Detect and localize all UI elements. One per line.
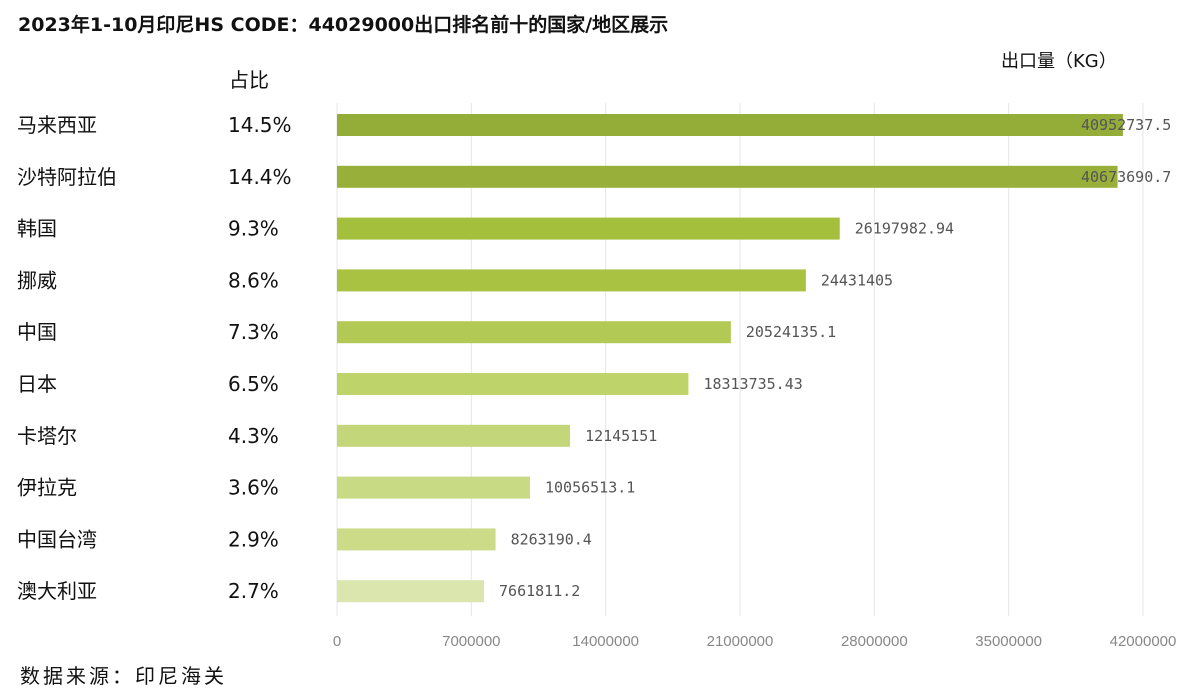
bar [337,269,806,292]
share-label: 14.5% [228,113,292,137]
x-tick-label: 0 [333,633,341,650]
share-label: 3.6% [228,476,279,500]
value-label: 24431405 [821,271,893,289]
x-tick-label: 42000000 [1110,633,1177,650]
x-tick-label: 7000000 [442,633,500,650]
category-label: 中国台湾 [17,527,97,551]
data-source: 数据来源：印尼海关 [20,664,227,688]
share-label: 14.4% [228,165,292,189]
value-label: 26197982.94 [855,220,954,238]
row-labels: 马来西亚 14.5% 40952737.5 沙特阿拉伯 14.4% 40673690.7 韩… [17,113,1171,603]
unit-label: 出口量（KG） [1001,51,1117,72]
category-label: 沙特阿拉伯 [17,165,117,189]
bar [337,165,1118,188]
share-label: 7.3% [228,320,279,344]
bar [337,424,571,447]
category-label: 马来西亚 [17,113,97,137]
share-label: 9.3% [228,217,279,241]
category-label: 卡塔尔 [17,424,77,448]
value-label: 20524135.1 [746,323,836,341]
share-label: 2.7% [228,579,279,603]
x-tick-label: 14000000 [572,633,639,650]
category-label: 日本 [17,372,57,396]
value-label: 7661811.2 [499,582,580,600]
category-label: 韩国 [17,217,57,241]
chart-title: 2023年1-10月印尼HS CODE：44029000出口排名前十的国家/地区… [18,14,669,36]
bar [337,321,731,344]
value-label: 12145151 [585,427,657,445]
x-tick-label: 35000000 [975,633,1042,650]
category-label: 挪威 [17,268,57,292]
bar [337,114,1123,136]
share-label: 8.6% [228,268,279,292]
x-axis-ticks: 0 7000000 14000000 21000000 28000000 35000000… [333,633,1177,650]
value-label: 10056513.1 [545,479,635,497]
x-tick-label: 21000000 [707,633,774,650]
share-label: 6.5% [228,372,279,396]
value-label: 18313735.43 [703,375,802,393]
category-label: 中国 [17,320,57,344]
bar [337,528,496,551]
share-label: 2.9% [228,527,279,551]
bar [337,476,530,499]
bar [337,580,485,603]
share-column-header: 占比 [229,68,269,92]
category-label: 澳大利亚 [17,579,97,603]
share-label: 4.3% [228,424,279,448]
category-label: 伊拉克 [17,476,77,500]
value-label: 40952737.5 [1081,116,1171,134]
bar [337,373,689,395]
value-label: 40673690.7 [1081,168,1171,186]
bar [337,217,840,240]
x-tick-label: 28000000 [841,633,908,650]
bars [337,114,1123,603]
value-label: 8263190.4 [511,530,592,548]
grid-lines [336,103,1144,616]
